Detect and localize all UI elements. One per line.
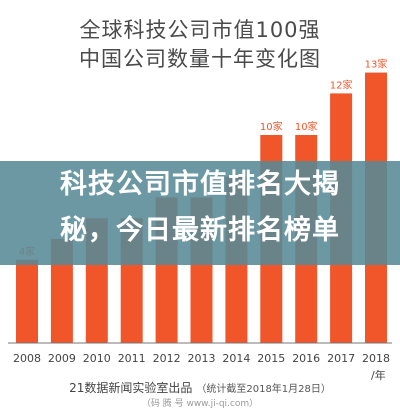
tick-label-2008: 2008	[13, 352, 41, 365]
headline-banner	[0, 161, 400, 265]
tick-label-2009: 2009	[48, 352, 76, 365]
tick-labels-group: 2008 2009 2010 2011 2012 2013 2014 2015 2016 2017…	[13, 352, 390, 365]
tick-label-2018: 2018	[362, 352, 390, 365]
tick-label-2015: 2015	[257, 352, 285, 365]
tick-label-2011: 2011	[118, 352, 146, 365]
headline-line1: 科技公司市值排名大揭	[60, 169, 340, 200]
source-caption: 21数据新闻实验室出品 （统计截至2018年1月28日）	[0, 377, 400, 396]
data-label-2015: 10家	[260, 120, 283, 133]
tick-label-2016: 2016	[292, 352, 320, 365]
source-note: （统计截至2018年1月28日）	[196, 384, 331, 395]
x-unit-label: /年	[371, 368, 386, 382]
tick-label-2017: 2017	[327, 352, 355, 365]
source-label: 21数据新闻实验室出品	[69, 381, 193, 395]
tick-label-2012: 2012	[153, 352, 181, 365]
tick-label-2014: 2014	[222, 352, 250, 365]
chart-title-line1: 全球科技公司市值100强	[79, 18, 321, 42]
bar-2008	[16, 259, 38, 343]
bar-2009	[50, 239, 73, 343]
data-label-2017: 12家	[330, 78, 353, 91]
watermark-text: （码 腾 号 www.ji-qi.com）	[141, 399, 259, 409]
data-label-2018: 13家	[365, 58, 388, 71]
data-label-2016: 10家	[295, 120, 318, 133]
chart-title-line2: 中国公司数量十年变化图	[79, 47, 321, 71]
tick-label-2013: 2013	[188, 352, 216, 365]
headline-line2: 秘，今日最新排名榜单	[60, 215, 340, 246]
tick-label-2010: 2010	[83, 352, 111, 365]
